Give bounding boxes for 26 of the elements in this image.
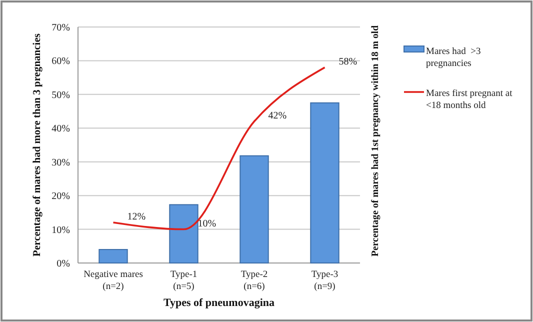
legend-label: Mares first pregnant at <18 months old xyxy=(426,89,513,111)
data-label: 58% xyxy=(338,56,358,68)
y-tick-label: 10% xyxy=(52,224,70,236)
y-tick-label: 30% xyxy=(52,157,70,168)
y-tick-label: 70% xyxy=(52,22,70,34)
bar xyxy=(98,249,128,264)
data-label: 12% xyxy=(127,212,146,223)
line-series xyxy=(112,66,326,230)
y-tick-label: 60% xyxy=(52,56,70,68)
x-axis-title: Types of pneumovagina xyxy=(163,297,276,309)
bar xyxy=(169,204,198,264)
x-tick-label: Type-1 (n=5) xyxy=(170,270,198,292)
y-tick-label: 0% xyxy=(56,258,70,270)
y-tick-label: 20% xyxy=(52,191,70,202)
y-tick-label: 50% xyxy=(52,90,70,101)
legend-label: Mares had >3 pregnancies xyxy=(426,47,481,69)
x-tick-label: Type-3 (n=9) xyxy=(311,270,338,292)
bar xyxy=(310,102,340,264)
y2-axis-title: Percentage of mares had 1st pregnancy within 18 m old xyxy=(370,24,381,257)
data-label: 42% xyxy=(268,110,287,122)
x-tick-label: Negative mares (n=2) xyxy=(84,270,144,292)
x-tick-label: Type-2 (n=6) xyxy=(240,270,268,292)
data-label: 10% xyxy=(198,218,216,230)
bar xyxy=(240,155,269,264)
y-tick-label: 40% xyxy=(52,124,70,135)
y-axis-title: Percentage of mares had more than 3 pregnancies xyxy=(32,34,43,256)
